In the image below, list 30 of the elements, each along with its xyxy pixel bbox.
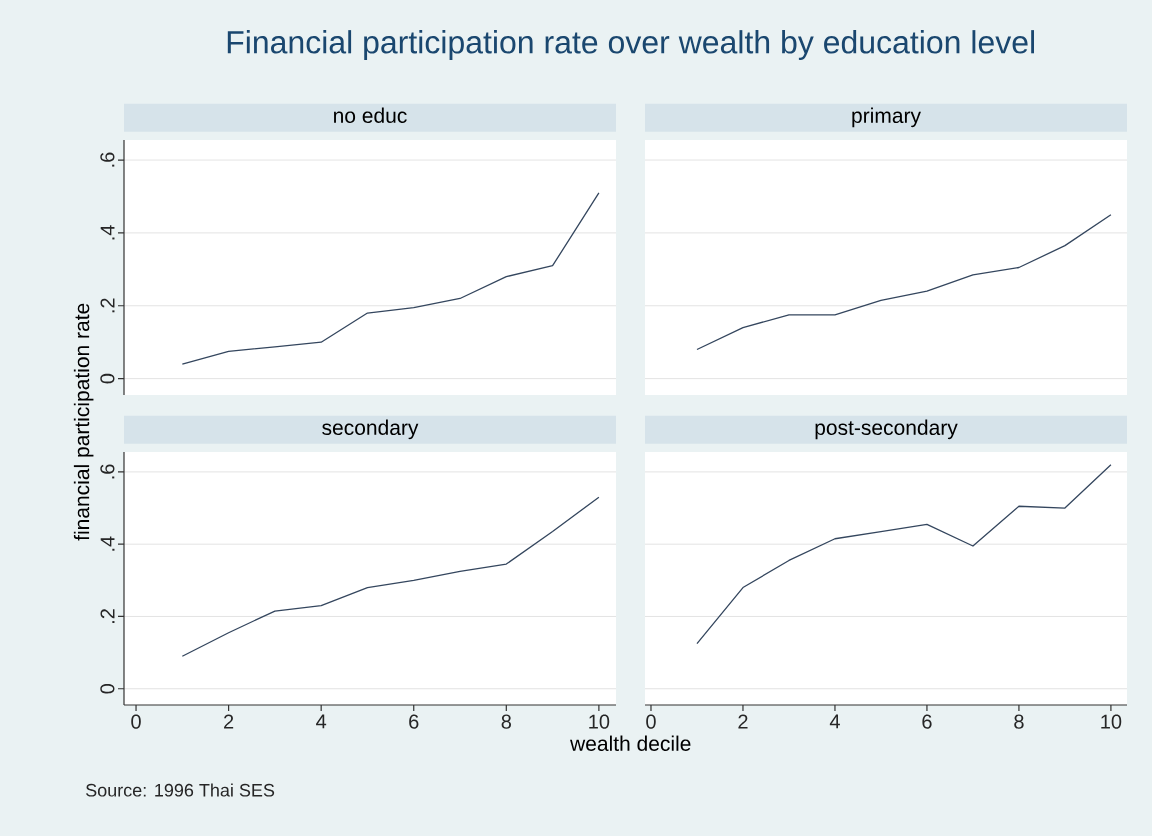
x-tick-label: 0: [131, 714, 141, 729]
x-tick-label: 6: [922, 714, 932, 729]
y-tick-label: .6: [100, 464, 115, 479]
x-tick-label: 6: [409, 714, 419, 729]
y-axis-title: financial participation rate: [73, 303, 94, 541]
x-tick-label: 2: [738, 714, 748, 729]
text: Financial participation rate over wealth by education level: [227, 30, 1035, 60]
y-tick-label: .6: [100, 152, 115, 167]
source-note: Source: 1996 Thai SES: [86, 783, 275, 797]
x-tick-label: 8: [501, 714, 512, 729]
chart-title: secondary: [322, 419, 419, 440]
line-series: [181, 496, 600, 657]
chart-title: no educ: [334, 107, 407, 124]
chart-title: post-secondary: [815, 419, 958, 440]
y-tick-label: .4: [100, 536, 115, 551]
y-tick-label: 0: [100, 683, 115, 694]
chart-title: primary: [852, 107, 921, 128]
y-tick-label: .2: [100, 298, 115, 313]
y-tick-label: 0: [100, 373, 115, 384]
x-tick-label: 2: [224, 714, 234, 729]
x-tick-label: 8: [1014, 714, 1024, 729]
x-axis-title: wealth decile: [570, 735, 691, 751]
x-tick-label: 4: [316, 714, 327, 729]
x-tick-label: 10: [589, 714, 610, 729]
y-tick-label: .4: [100, 225, 115, 240]
x-tick-label: 0: [646, 714, 656, 729]
x-tick-label: 4: [829, 714, 840, 729]
x-tick-label: 10: [1101, 714, 1122, 729]
y-tick-label: .2: [100, 609, 115, 623]
line-series: [181, 192, 600, 365]
